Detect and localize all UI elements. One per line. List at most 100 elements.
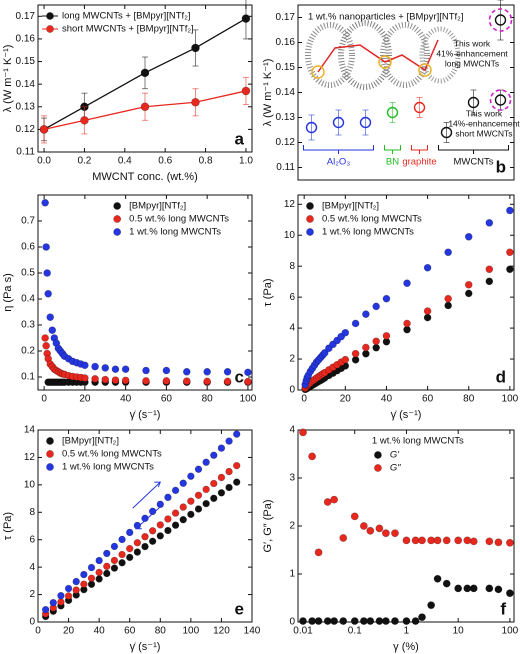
data-point [111, 376, 120, 384]
data-point [133, 548, 142, 556]
data-point [179, 479, 187, 487]
data-point [391, 529, 399, 538]
y-tick-label: 0.16 [16, 34, 36, 45]
data-point [402, 617, 411, 625]
plot-frame [37, 194, 253, 391]
data-point [49, 598, 57, 607]
data-point [141, 514, 149, 523]
y-axis-label: λ (W m⁻¹ K⁻¹) [262, 59, 274, 127]
y-tick-label: 4 [289, 323, 295, 334]
y-tick-label: 0.12 [16, 124, 36, 135]
data-point [187, 497, 195, 505]
highlight-ring [488, 8, 513, 32]
data-point [81, 361, 89, 370]
y-tick-label: 0.13 [16, 101, 36, 112]
y-tick-label: 3 [289, 473, 295, 484]
data-point [305, 121, 318, 134]
group-bracket [438, 145, 509, 154]
x-tick-label: 120 [213, 626, 230, 637]
data-point [142, 377, 150, 385]
contact-circle [378, 55, 392, 69]
data-point [182, 367, 191, 376]
x-axis-label: γ (%) [393, 641, 419, 653]
y-tick-label: 12 [284, 199, 296, 210]
data-point [241, 86, 251, 96]
data-point [118, 550, 126, 559]
data-point [418, 536, 426, 545]
data-point [241, 14, 251, 23]
x-tick-label: 1.0 [239, 156, 253, 167]
data-point [427, 601, 436, 610]
group-label: BN [386, 157, 399, 168]
x-tick-label: 80 [155, 626, 167, 637]
y-tick-label: 0 [29, 617, 35, 628]
data-point [191, 43, 200, 53]
data-point [91, 362, 99, 371]
data-point [210, 494, 218, 502]
data-point [191, 97, 200, 107]
data-point [463, 584, 472, 593]
data-point [210, 451, 218, 459]
x-tick-label: 20 [340, 394, 352, 405]
data-point [366, 617, 375, 625]
x-tick-label: 100 [183, 626, 200, 637]
data-point [103, 569, 111, 578]
data-point [444, 301, 452, 310]
data-point [217, 473, 226, 482]
x-axis-label: γ̇ (s⁻¹) [130, 641, 161, 653]
data-point [103, 549, 111, 558]
data-point [381, 529, 390, 538]
x-tick-label: 0 [301, 394, 307, 405]
error-bar [443, 122, 450, 143]
plot-frame [297, 194, 515, 391]
legend-label: G′ [390, 450, 400, 461]
annotation: 41%-enhancement [436, 48, 508, 58]
data-point [118, 559, 126, 567]
data-point [95, 575, 103, 583]
y-tick-label: 2 [289, 354, 295, 365]
x-tick-label: 0.4 [118, 156, 132, 167]
y-axis-label: λ (W m⁻¹ K⁻¹) [2, 45, 14, 113]
data-point [418, 613, 426, 622]
y-tick-label: 0 [289, 617, 295, 628]
y-axis-label: η (Pa s) [2, 273, 14, 312]
nanotube-inset [305, 20, 461, 90]
y-tick-label: 8 [289, 261, 295, 272]
data-point [464, 232, 473, 241]
x-tick-label: 40 [120, 394, 132, 405]
y-tick-label: 0.4 [21, 294, 35, 305]
data-point [171, 486, 180, 495]
data-point [80, 116, 89, 125]
data-point [171, 509, 180, 517]
y-tick-label: 4 [29, 562, 35, 573]
data-point [203, 377, 211, 386]
data-point [121, 376, 130, 385]
data-point [194, 505, 203, 513]
panel-label: c [235, 367, 244, 386]
x-tick-label: 20 [63, 626, 75, 637]
data-point [386, 106, 399, 119]
data-point [350, 512, 359, 521]
y-tick-label: 0.1 [21, 372, 35, 383]
group-label: Al₂O₃ [327, 157, 351, 168]
data-point [217, 489, 226, 497]
data-point [87, 574, 96, 582]
data-point [187, 510, 195, 519]
data-point [162, 366, 171, 375]
data-point [403, 279, 411, 288]
legend-label: 0.5 wt.% long MWCNTs [62, 449, 162, 460]
data-point [164, 515, 172, 523]
y-tick-label: 14 [24, 425, 36, 436]
y-tick-label: 0.11 [276, 162, 295, 173]
highlight-ring [489, 89, 512, 111]
legend-label: 0.5 wt.% long MWCNTs [322, 214, 422, 225]
contact-circle [418, 63, 432, 77]
data-point [362, 343, 370, 352]
legend-marker [306, 228, 314, 236]
data-point [362, 310, 370, 318]
data-point [375, 524, 384, 533]
data-point [41, 334, 49, 342]
data-point [44, 289, 52, 298]
error-bar [416, 97, 423, 118]
legend-marker [46, 463, 54, 471]
